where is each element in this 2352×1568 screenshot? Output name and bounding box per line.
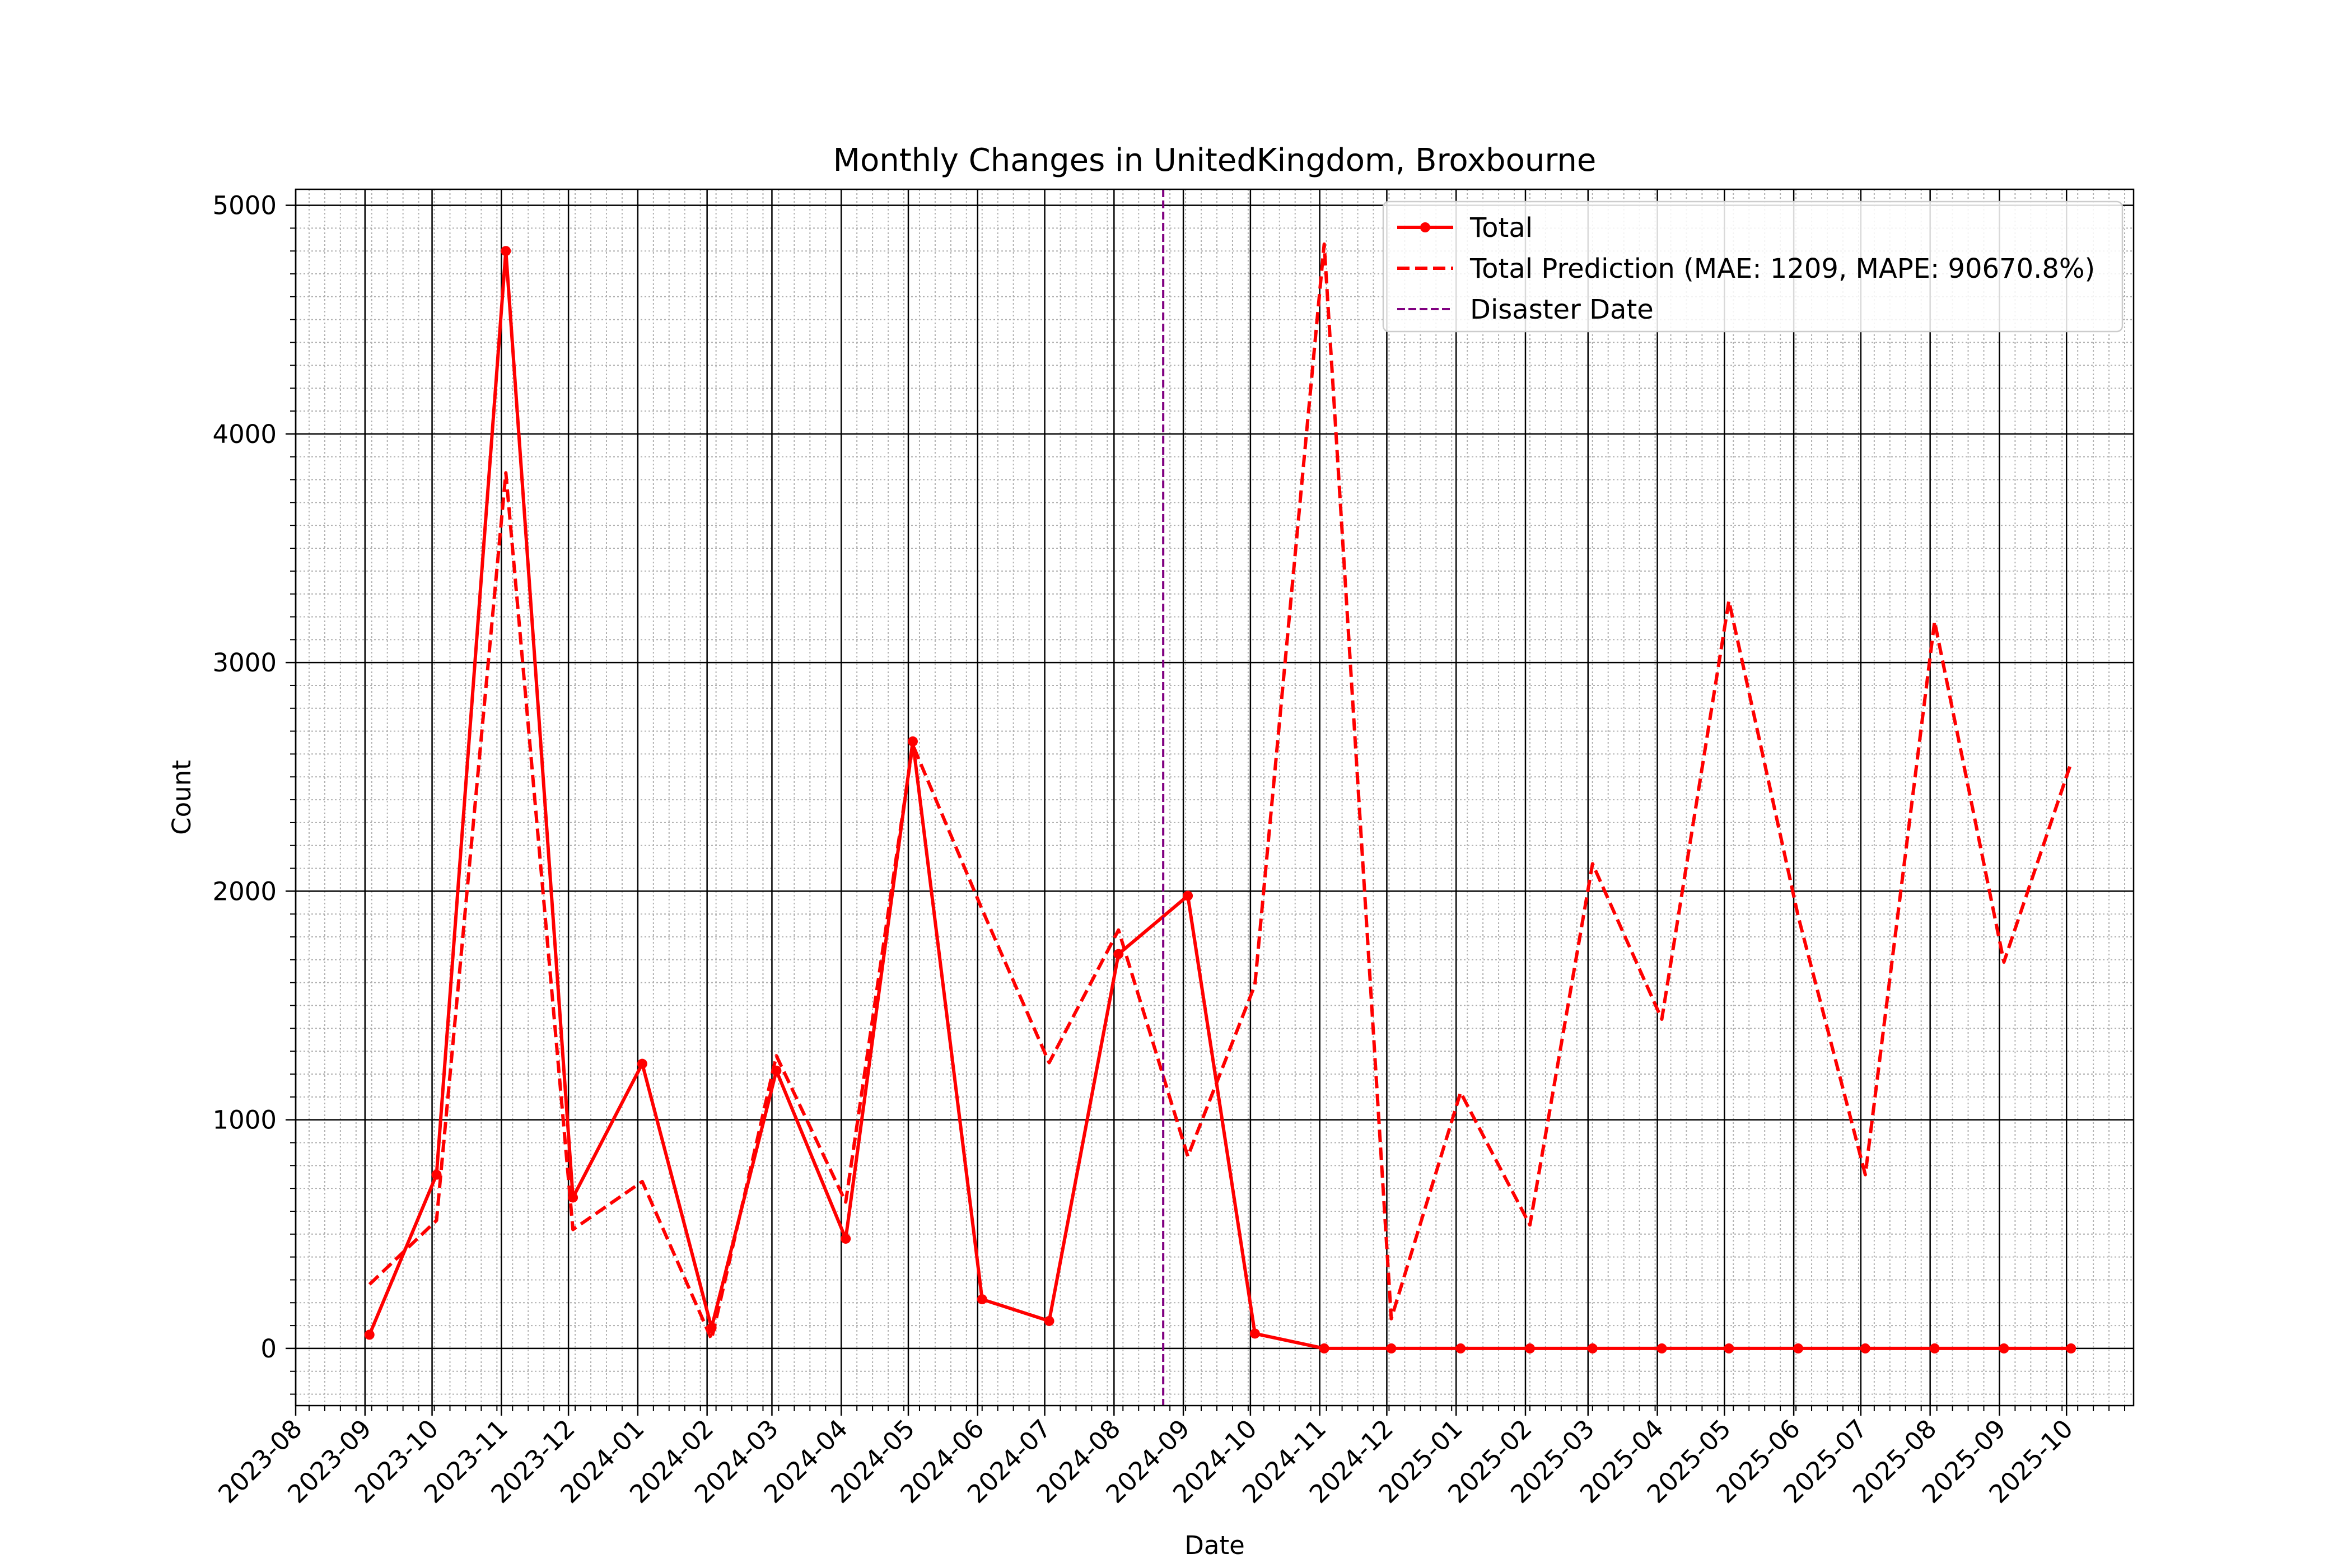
total-data-point bbox=[2066, 1343, 2076, 1354]
total-data-point bbox=[1793, 1343, 1804, 1354]
total-data-point bbox=[1113, 949, 1124, 959]
y-tick-label: 1000 bbox=[212, 1105, 277, 1135]
total-data-point bbox=[907, 736, 918, 746]
total-data-point bbox=[1249, 1328, 1260, 1339]
minor-grid bbox=[296, 189, 2134, 1406]
y-tick-label: 5000 bbox=[212, 191, 277, 221]
y-tick-labels: 0 1000 2000 3000 4000 5000 bbox=[212, 191, 277, 1364]
y-tick-label: 3000 bbox=[212, 648, 277, 678]
x-axis-label: Date bbox=[1184, 1530, 1245, 1560]
total-data-point bbox=[1183, 890, 1193, 901]
legend-label: Total bbox=[1469, 212, 1533, 244]
total-data-point bbox=[1455, 1343, 1466, 1354]
plot-frame bbox=[295, 188, 2135, 1407]
total-data-point bbox=[1860, 1343, 1870, 1354]
total-data-point bbox=[1386, 1343, 1397, 1354]
total-data-point bbox=[977, 1294, 987, 1305]
total-line bbox=[368, 249, 2071, 1350]
legend-label: Total Prediction (MAE: 1209, MAPE: 90670… bbox=[1469, 253, 2095, 284]
axis-ticks bbox=[286, 204, 2126, 1416]
total-data-point bbox=[1724, 1343, 1734, 1354]
legend-marker bbox=[1420, 222, 1430, 232]
total-data-point bbox=[1656, 1343, 1667, 1354]
legend-label: Disaster Date bbox=[1470, 294, 1654, 325]
chart-title: Monthly Changes in UnitedKingdom, Broxbo… bbox=[833, 142, 1597, 179]
legend: Total Total Prediction (MAE: 1209, MAPE: … bbox=[1382, 200, 2124, 333]
total-data-point bbox=[501, 246, 511, 256]
total-data-point bbox=[1044, 1315, 1054, 1326]
total-data-point bbox=[1319, 1343, 1329, 1354]
y-axis-label: Count bbox=[167, 760, 197, 835]
y-tick-label: 2000 bbox=[212, 876, 277, 906]
y-tick-label: 0 bbox=[260, 1334, 277, 1364]
major-grid bbox=[295, 189, 2134, 1406]
total-data-point bbox=[637, 1058, 647, 1069]
total-data-point bbox=[1999, 1343, 2009, 1354]
total-data-point bbox=[364, 1329, 375, 1340]
y-tick-label: 4000 bbox=[212, 419, 277, 449]
legend-box bbox=[1382, 200, 2124, 333]
total-data-point bbox=[1524, 1343, 1535, 1354]
series-layer bbox=[364, 189, 2076, 1406]
total-data-point bbox=[841, 1233, 851, 1244]
total-data-point bbox=[1587, 1343, 1598, 1354]
total-data-point bbox=[1929, 1343, 1940, 1354]
